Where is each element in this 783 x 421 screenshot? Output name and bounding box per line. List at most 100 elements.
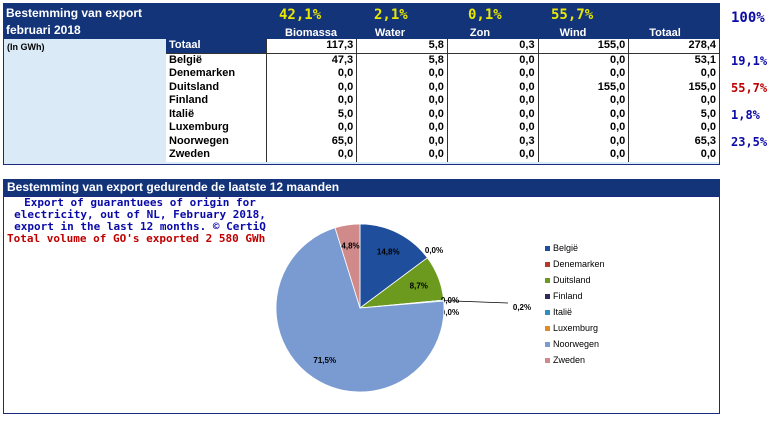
row-value: 0,0 [266,67,358,81]
row-country: Luxemburg [166,121,267,135]
table-row: Duitsland 0,0 0,0 0,0 155,0 155,0 [166,80,720,94]
row-value: 0,0 [538,53,630,67]
total-pct: 100% [731,10,765,26]
table-row-total: Totaal 117,3 5,8 0,3 155,0 278,4 [166,39,720,54]
pct-water: 2,1% [374,7,408,23]
row-value: 0,0 [538,134,630,148]
legend-label: Noorwegen [553,339,600,349]
row-value: 0,0 [266,148,358,162]
pie-slice-belgië [359,223,428,309]
row-country: België [166,53,267,67]
row-value: 0,0 [266,94,358,108]
pie-label: 0,0% [425,246,443,255]
pie-label: 8,7% [410,281,428,290]
table-row: België 47,3 5,8 0,0 0,0 53,1 [166,53,720,67]
row-value: 278,4 [628,39,720,54]
row-value: 155,0 [628,80,720,94]
row-country: Duitsland [166,80,267,94]
row-country: Italië [166,107,267,121]
pie-label: 4,8% [341,242,359,251]
pct-zon: 0,1% [468,7,502,23]
pie-slice-noorwegen [275,227,445,393]
pct-biomassa: 42,1% [279,7,322,23]
row-country: Finland [166,94,267,108]
table-row: Finland 0,0 0,0 0,0 0,0 0,0 [166,94,720,108]
legend-label: België [553,243,579,253]
legend-item: België [545,243,578,253]
row-value: 5,8 [356,53,448,67]
pie-section-title: Bestemming van export gedurende de laats… [7,180,340,194]
row-value: 47,3 [266,53,358,67]
legend-item: Luxemburg [545,323,598,333]
legend-label: Denemarken [553,259,605,269]
row-value: 65,0 [266,134,358,148]
legend-label: Italië [553,307,573,317]
row-value: 0,0 [628,121,720,135]
row-value: 0,0 [538,121,630,135]
row-value: 5,8 [356,39,448,54]
legend-swatch [545,294,550,300]
legend-swatch [545,310,550,316]
table-row: Italië 5,0 0,0 0,0 0,0 5,0 [166,107,720,121]
country-pct: 23,5% [731,134,768,149]
row-value: 0,0 [447,67,539,81]
table-header: Bestemming van export februari 2018 42,1… [3,3,720,39]
legend-swatch [545,358,550,364]
legend-label: Zweden [553,355,586,365]
pct-wind: 55,7% [551,7,594,23]
legend-swatch [545,326,550,332]
row-value: 0,3 [447,39,539,54]
legend-swatch [545,262,550,268]
row-value: 0,3 [447,134,539,148]
row-value: 0,0 [538,67,630,81]
row-value: 0,0 [356,148,448,162]
row-value: 0,0 [356,134,448,148]
pie-label: 0,2% [513,303,531,312]
row-value: 0,0 [538,94,630,108]
table-row: Noorwegen 65,0 0,0 0,3 0,0 65,3 [166,134,720,148]
col-totaal: Totaal [649,27,681,39]
row-value: 155,0 [538,39,630,54]
legend-label: Finland [553,291,583,301]
row-value: 5,0 [266,107,358,121]
legend-label: Luxemburg [553,323,599,333]
row-value: 0,0 [538,107,630,121]
row-value: 0,0 [447,107,539,121]
legend-item: Finland [545,291,583,301]
row-value: 117,3 [266,39,358,54]
legend-item: Noorwegen [545,339,599,349]
legend-item: Denemarken [545,259,605,269]
row-country: Zweden [166,148,267,162]
country-pct: 1,8% [731,107,760,122]
legend-item: Zweden [545,355,585,365]
row-value: 0,0 [356,121,448,135]
pie-label: 14,8% [377,248,400,257]
row-value: 0,0 [628,94,720,108]
row-value: 0,0 [447,148,539,162]
col-biomassa: Biomassa [285,27,337,39]
pie-slice-zweden [334,223,361,309]
pie-leader-line [443,300,509,304]
legend-swatch [545,278,550,284]
row-country: Denemarken [166,67,267,81]
legend-swatch [545,342,550,348]
row-value: 0,0 [447,53,539,67]
country-pct: 19,1% [731,53,768,68]
row-value: 0,0 [356,107,448,121]
row-value: 0,0 [447,80,539,94]
row-value: 0,0 [356,80,448,94]
table-row: Denemarken 0,0 0,0 0,0 0,0 0,0 [166,67,720,81]
note-line-1: Export of guarantuees of origin for [24,196,256,209]
legend-item: Duitsland [545,275,591,285]
unit-label: (In GWh) [7,42,45,52]
col-wind: Wind [559,27,587,39]
note-line-2: electricity, out of NL, February 2018, [14,208,266,221]
table-row: Zweden 0,0 0,0 0,0 0,0 0,0 [166,148,720,162]
data-grid: Totaal 117,3 5,8 0,3 155,0 278,4 België 47,3 5,8… [166,39,720,162]
row-value: 0,0 [447,121,539,135]
row-value: 0,0 [356,94,448,108]
row-value: 0,0 [447,94,539,108]
pie-section-header: Bestemming van export gedurende de laats… [3,179,720,196]
table-title: Bestemming van export [6,6,143,20]
pie-label: 71,5% [313,356,336,365]
